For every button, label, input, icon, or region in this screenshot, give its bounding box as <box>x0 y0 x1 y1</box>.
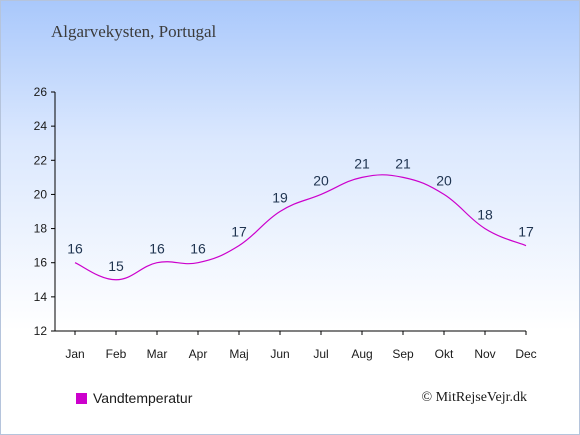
legend-swatch <box>76 392 87 404</box>
y-tick-label: 14 <box>34 290 48 304</box>
x-tick-label: Mar <box>147 347 168 361</box>
y-tick-label: 24 <box>34 119 48 133</box>
x-tick-label: Feb <box>106 347 127 361</box>
data-labels: 16 15 16 16 17 19 20 21 21 20 18 17 <box>67 155 534 273</box>
x-axis-ticks: Jan Feb Mar Apr Maj Jun Jul Aug Sep Okt Nov Dec <box>65 331 537 361</box>
data-label: 17 <box>231 224 247 240</box>
y-tick-label: 18 <box>34 222 48 236</box>
x-tick-label: Apr <box>189 347 208 361</box>
x-tick-label: Okt <box>435 347 454 361</box>
x-tick-label: Nov <box>474 347 495 361</box>
x-tick-label: Maj <box>229 347 248 361</box>
x-tick-label: Jul <box>313 347 328 361</box>
x-tick-label: Jun <box>270 347 289 361</box>
data-label: 16 <box>190 241 206 257</box>
x-tick-label: Aug <box>351 347 372 361</box>
y-tick-label: 26 <box>34 85 48 99</box>
y-tick-label: 16 <box>34 256 48 270</box>
data-label: 18 <box>477 207 493 223</box>
x-tick-label: Jan <box>65 347 84 361</box>
data-label: 15 <box>108 258 124 274</box>
data-label: 20 <box>436 172 452 188</box>
series-line <box>74 174 527 281</box>
data-label: 19 <box>272 190 288 206</box>
data-label: 20 <box>313 172 329 188</box>
chart-title: Algarvekysten, Portugal <box>51 22 217 41</box>
data-label: 17 <box>518 224 534 240</box>
data-label: 21 <box>354 155 370 171</box>
y-tick-label: 22 <box>34 153 48 167</box>
data-label: 16 <box>67 241 83 257</box>
series-group <box>74 174 527 281</box>
data-label: 21 <box>395 155 411 171</box>
legend: Vandtemperatur <box>76 390 192 406</box>
legend-label: Vandtemperatur <box>93 390 193 406</box>
y-axis-ticks: 12 14 16 18 20 22 24 26 <box>34 85 55 338</box>
axes <box>54 92 526 332</box>
y-tick-label: 12 <box>34 324 48 338</box>
copyright-text: © MitRejseVejr.dk <box>421 390 527 405</box>
y-tick-label: 20 <box>34 187 48 201</box>
x-tick-label: Sep <box>392 347 414 361</box>
data-label: 16 <box>149 241 165 257</box>
x-tick-label: Dec <box>515 347 536 361</box>
